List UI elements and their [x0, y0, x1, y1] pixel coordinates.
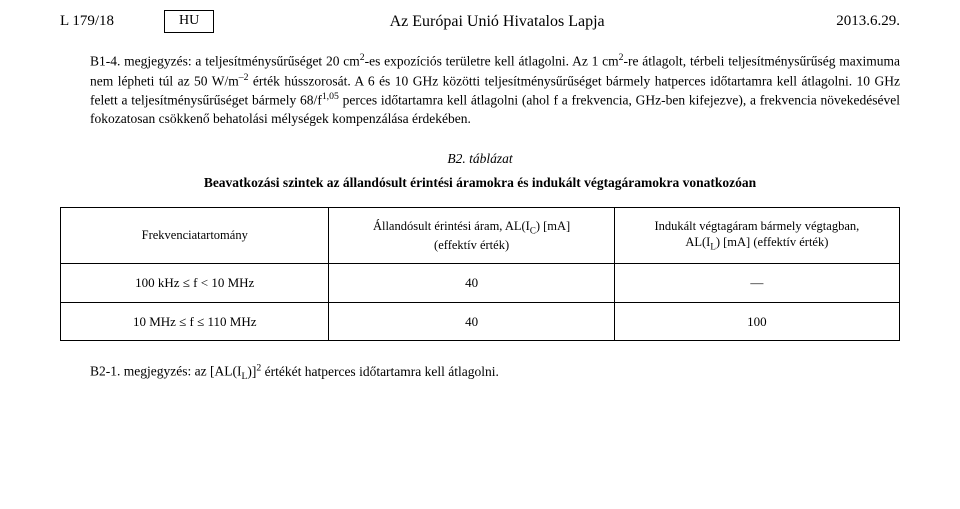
header-col2: Állandósult érintési áram, AL(IC) [mA] (… [329, 207, 614, 263]
header-col3-text2a: AL(I [685, 235, 710, 249]
header-left: L 179/18 [60, 11, 160, 31]
cell-contact-0: 40 [329, 264, 614, 303]
note-b2-1-pre: az [AL(I [195, 364, 242, 379]
language-box: HU [164, 10, 214, 33]
note-b1-4-label: B1-4. megjegyzés: [90, 53, 192, 68]
header-col3-text2b: ) [mA] (effektív érték) [716, 235, 829, 249]
table-title: B2. táblázat [60, 150, 900, 168]
cell-limb-0: — [614, 264, 899, 303]
note-b1-4: B1-4. megjegyzés: a teljesítménysűrűsége… [90, 51, 900, 128]
header-col2-text1: Állandósult érintési áram, AL(I [373, 219, 530, 233]
cell-limb-1: 100 [614, 302, 899, 341]
note-b2-1-label: B2-1. megjegyzés: [90, 364, 191, 379]
header-col3: Indukált végtagáram bármely végtagban, A… [614, 207, 899, 263]
cell-contact-1: 40 [329, 302, 614, 341]
table-caption: Beavatkozási szintek az állandósult érin… [60, 174, 900, 192]
header-col2-text2: (effektív érték) [434, 238, 509, 252]
table-row: 10 MHz ≤ f ≤ 110 MHz 40 100 [61, 302, 900, 341]
cell-range-1: 10 MHz ≤ f ≤ 110 MHz [61, 302, 329, 341]
table-row: 100 kHz ≤ f < 10 MHz 40 — [61, 264, 900, 303]
table-b2: Frekvenciatartomány Állandósult érintési… [60, 207, 900, 342]
note-b2-1-post: )]2 értékét hatperces időtartamra kell á… [247, 364, 499, 379]
cell-range-0: 100 kHz ≤ f < 10 MHz [61, 264, 329, 303]
header-col2-text1b: ) [mA] [536, 219, 570, 233]
header-date: 2013.6.29. [780, 11, 900, 31]
note-b2-1: B2-1. megjegyzés: az [AL(IL)]2 értékét h… [90, 361, 900, 383]
table-header-row: Frekvenciatartomány Állandósult érintési… [61, 207, 900, 263]
document-page: L 179/18 HU Az Európai Unió Hivatalos La… [0, 0, 960, 509]
header-col1: Frekvenciatartomány [61, 207, 329, 263]
journal-title: Az Európai Unió Hivatalos Lapja [214, 11, 780, 33]
page-header: L 179/18 HU Az Európai Unió Hivatalos La… [60, 10, 900, 33]
header-col3-text1: Indukált végtagáram bármely végtagban, [654, 219, 859, 233]
